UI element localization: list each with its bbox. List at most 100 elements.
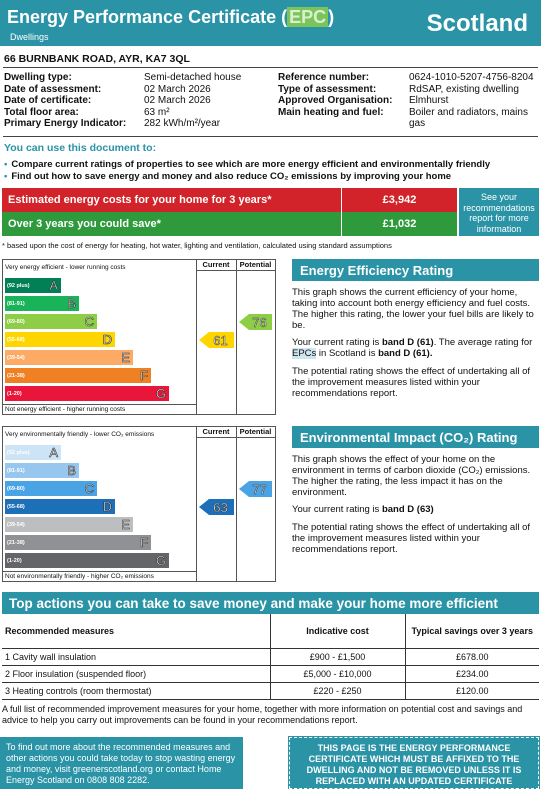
see-recommendations-box: See your recommendations report for more…: [459, 188, 539, 236]
rating-band-b: (81-91) B: [5, 463, 79, 478]
detail-row: Approved Organisation: Elmhurst: [278, 95, 539, 107]
cost-footnote: * based upon the cost of energy for heat…: [2, 241, 392, 250]
bottom-rule: [3, 404, 196, 405]
use-doc-heading: You can use this document to:: [4, 142, 157, 154]
detail-row: Main heating and fuel: Boiler and radiato…: [278, 107, 539, 130]
potential-column-header: Potential: [239, 260, 272, 269]
current-column-header: Current: [202, 260, 230, 269]
col-measures: Recommended measures: [2, 614, 270, 649]
detail-value: 02 March 2026: [144, 83, 211, 95]
header-rule: [196, 437, 275, 438]
band-range: (92 plus): [7, 282, 30, 289]
chart-bottom-label: Not energy efficient - higher running co…: [5, 406, 126, 413]
rating-band-a: (92 plus) A: [5, 278, 61, 293]
detail-key: Type of assessment:: [278, 83, 377, 95]
rating-band-f: (21-38) F: [5, 368, 151, 383]
divider: [3, 67, 538, 68]
rating-band-e: (39-54) E: [5, 517, 133, 532]
detail-key: Total floor area:: [4, 106, 79, 118]
rating-band-a: (92 plus) A: [5, 445, 61, 460]
band-letter: B: [67, 296, 76, 312]
detail-value: Elmhurst: [409, 95, 449, 106]
rating-band-c: (69-80) C: [5, 481, 97, 496]
band-letter: F: [140, 368, 149, 384]
ei-paragraph-3: The potential rating shows the effect of…: [292, 522, 531, 555]
rating-band-g: (1-20) G: [5, 553, 169, 568]
cost-cell: £900 - £1,500: [269, 648, 405, 666]
column-divider: [196, 260, 197, 414]
detail-key: Reference number:: [278, 72, 370, 83]
band-letter: C: [84, 314, 94, 330]
ei-heading: Environmental Impact (CO₂) Rating: [292, 426, 539, 448]
detail-value: 282 kWh/m²/year: [144, 118, 221, 129]
divider: [3, 136, 538, 137]
column-divider: [236, 427, 237, 581]
band-range: (81-91): [7, 467, 25, 474]
col-cost: Indicative cost: [269, 614, 405, 649]
use-doc-bullet: • Compare current ratings of properties t…: [4, 159, 491, 170]
band-range: (39-54): [7, 354, 25, 361]
savings-cell: £678.00: [404, 648, 539, 666]
savings-cell: £120.00: [404, 682, 539, 700]
savings-bar: Over 3 years you could save* £1,032: [2, 212, 457, 236]
band-letter: F: [140, 535, 149, 551]
band-letter: C: [84, 481, 94, 497]
use-doc-bullet: • Find out how to save energy and money a…: [4, 171, 452, 182]
band-range: (1-20): [7, 390, 22, 397]
band-letter: E: [121, 517, 130, 533]
page-title: Energy Performance Certificate (EPC): [7, 7, 334, 28]
environmental-impact-chart: Current Potential Very environmentally fri…: [2, 426, 276, 582]
potential-rating-arrow: 76: [239, 314, 272, 330]
band-letter: D: [102, 499, 112, 515]
rating-band-d: (55-68) D: [5, 332, 115, 347]
cost-cell: £5,000 - £10,000: [269, 665, 405, 683]
page-subtitle: Dwellings: [10, 32, 49, 42]
top-actions-heading: Top actions you can take to save money a…: [2, 592, 539, 614]
table-row: 3 Heating controls (room thermostat) £22…: [2, 682, 539, 700]
col-savings: Typical savings over 3 years: [404, 614, 539, 649]
detail-value: Boiler and radiators, mains gas: [409, 106, 528, 130]
ee-heading: Energy Efficiency Rating: [292, 259, 539, 281]
band-range: (1-20): [7, 557, 22, 564]
ei-paragraph-1: This graph shows the effect of your home…: [292, 454, 531, 498]
detail-value: RdSAP, existing dwelling: [409, 83, 519, 95]
title-prefix: Energy Performance Certificate (: [7, 7, 288, 27]
rating-band-d: (55-68) D: [5, 499, 115, 514]
detail-row: Dwelling type: Semi-detached house: [4, 72, 241, 84]
full-list-note: A full list of recommended improvement m…: [2, 704, 523, 725]
band-letter: G: [155, 553, 167, 569]
measure-cell: 1 Cavity wall insulation: [2, 648, 270, 666]
footer-certificate-notice: THIS PAGE IS THE ENERGY PERFORMANCE CERT…: [288, 736, 540, 789]
detail-row: Type of assessment: RdSAP, existing dwell…: [278, 84, 539, 96]
current-rating-arrow: 61: [199, 332, 234, 348]
savings-label: Over 3 years you could save*: [8, 218, 161, 230]
measure-cell: 3 Heating controls (room thermostat): [2, 682, 270, 700]
estimated-costs-value: £3,942: [341, 188, 457, 212]
band-letter: D: [102, 332, 112, 348]
current-column-header: Current: [202, 427, 230, 436]
detail-row: Date of certificate: 02 March 2026: [4, 95, 241, 107]
band-range: (69-80): [7, 485, 25, 492]
details-left: Dwelling type: Semi-detached house Date of…: [4, 72, 241, 130]
band-range: (21-38): [7, 539, 25, 546]
estimated-costs-bar: Estimated energy costs for your home for…: [2, 188, 457, 212]
country-label: Scotland: [426, 10, 528, 37]
measures-table: Recommended measures Indicative cost Typ…: [2, 614, 539, 700]
column-divider: [196, 427, 197, 581]
savings-value: £1,032: [341, 212, 457, 236]
rating-band-c: (69-80) C: [5, 314, 97, 329]
detail-key: Approved Organisation:: [278, 95, 393, 106]
detail-value: 0624-1010-5207-4756-8204: [409, 72, 534, 83]
current-rating-arrow: 63: [199, 499, 234, 515]
energy-efficiency-chart: Current Potential Very energy efficient - …: [2, 259, 276, 415]
chart-top-label: Very environmentally friendly - lower CO…: [5, 431, 155, 438]
property-address: 66 BURNBANK ROAD, AYR, KA7 3QL: [4, 53, 190, 65]
column-divider: [236, 260, 237, 414]
details-right: Reference number: 0624-1010-5207-4756-820…: [278, 72, 539, 130]
ee-paragraph-3: The potential rating shows the effect of…: [292, 366, 531, 399]
ei-paragraph-2: Your current rating is band D (63): [292, 504, 434, 515]
detail-value: Semi-detached house: [144, 72, 242, 83]
table-row: 2 Floor insulation (suspended floor) £5,…: [2, 665, 539, 683]
estimated-costs-label: Estimated energy costs for your home for…: [8, 194, 272, 206]
header-banner: Energy Performance Certificate (EPC) Dwe…: [0, 0, 541, 46]
